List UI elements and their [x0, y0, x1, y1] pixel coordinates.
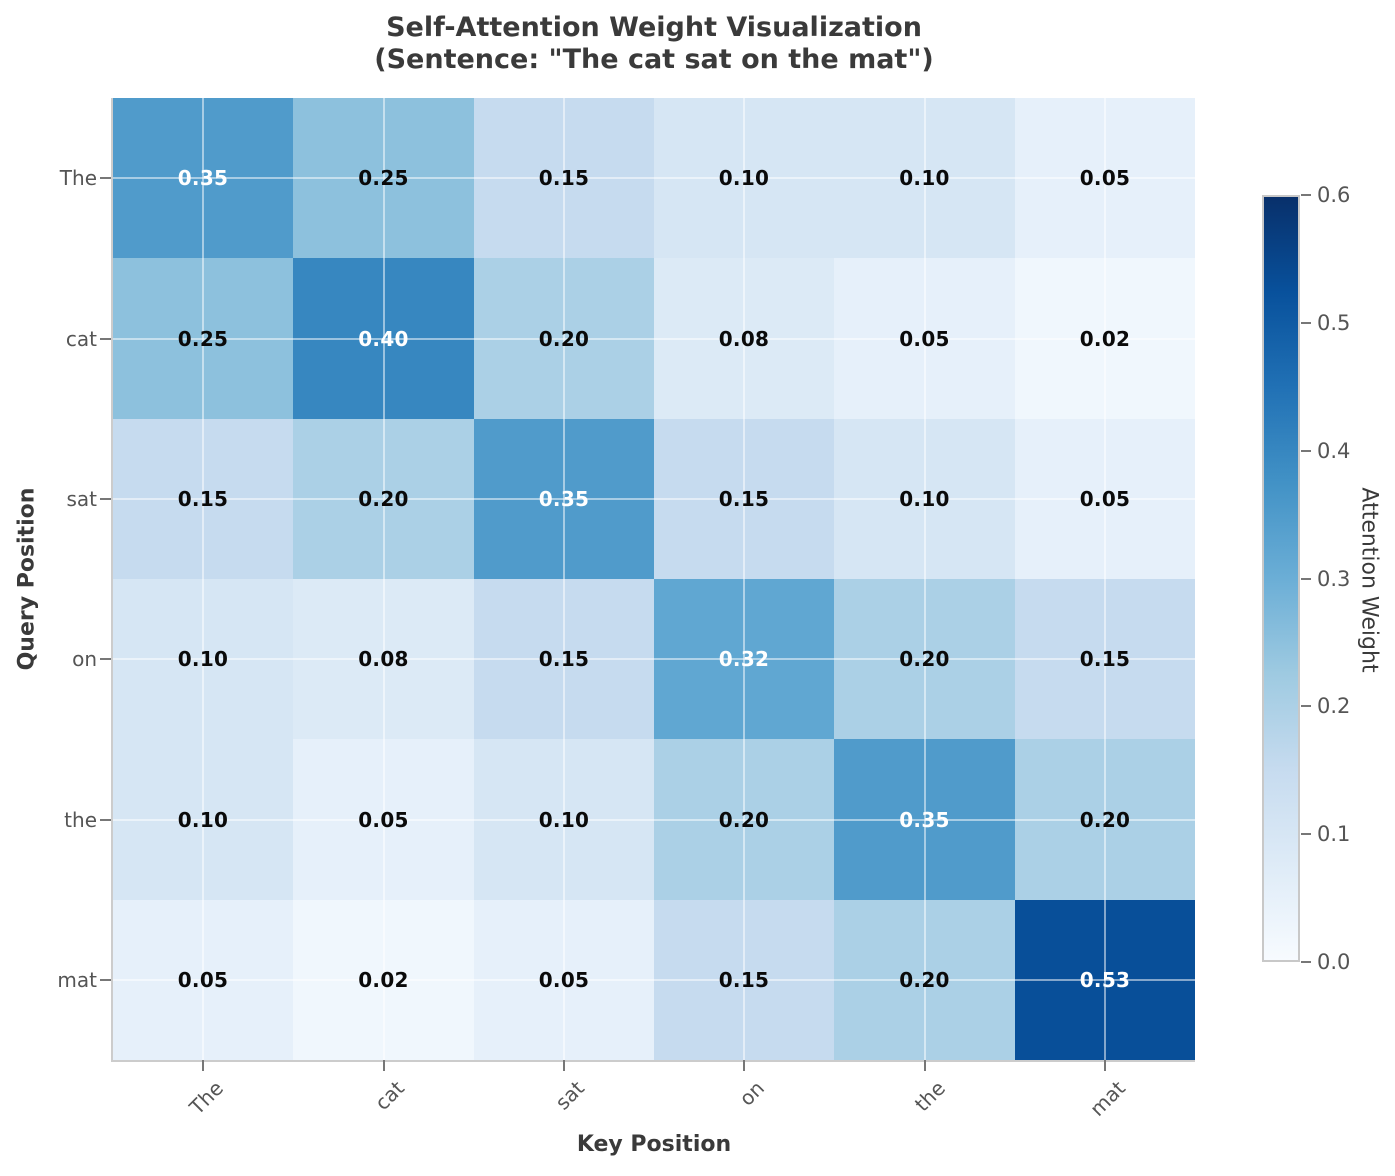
y-tick-label: sat	[66, 486, 97, 511]
cell-value: 0.05	[177, 968, 229, 992]
cell-value: 0.15	[538, 166, 590, 190]
cell-value: 0.10	[177, 647, 229, 671]
gridline-vertical	[562, 98, 565, 1060]
chart-title: Self-Attention Weight Visualization (Sen…	[113, 12, 1195, 76]
y-tick-label: on	[72, 647, 97, 672]
cell-value: 0.53	[1079, 968, 1131, 992]
gridline-horizontal	[113, 978, 1195, 981]
y-tick-label: mat	[57, 967, 97, 992]
x-tick-label: on	[734, 1076, 770, 1111]
colorbar-tick-label: 0.1	[1317, 822, 1351, 847]
cell-value: 0.02	[1079, 326, 1131, 351]
colorbar-tick-label: 0.0	[1317, 950, 1351, 974]
cell-value: 0.35	[538, 487, 590, 511]
cell-value: 0.02	[358, 968, 409, 992]
cell-value: 0.10	[538, 807, 590, 832]
colorbar-tick-label: 0.5	[1317, 310, 1351, 335]
cell-value: 0.08	[718, 326, 770, 351]
cell-value: 0.40	[358, 326, 409, 351]
cell-value: 0.35	[899, 807, 950, 832]
x-tick-mark	[202, 1060, 205, 1071]
cell-value: 0.32	[718, 647, 770, 671]
gridline-vertical	[923, 98, 926, 1060]
colorbar-label: Attention Weight	[1356, 487, 1382, 673]
x-tick-mark	[743, 1060, 746, 1071]
colorbar-tick-mark	[1301, 577, 1311, 580]
chart-title-line2: (Sentence: "The cat sat on the mat")	[374, 43, 934, 75]
cell-value: 0.05	[1079, 166, 1131, 190]
y-tick-mark	[100, 818, 111, 821]
colorbar	[1262, 195, 1300, 962]
x-axis-label: Key Position	[576, 1132, 732, 1157]
gridline-horizontal	[113, 818, 1195, 821]
colorbar-tick-mark	[1301, 833, 1311, 836]
cell-value: 0.20	[1079, 807, 1131, 832]
x-tick-mark	[562, 1060, 565, 1071]
cell-value: 0.15	[718, 968, 770, 992]
y-axis-label: Query Position	[14, 487, 40, 671]
cell-value: 0.05	[1079, 487, 1131, 511]
gridline-horizontal	[113, 177, 1195, 180]
gridline-horizontal	[113, 497, 1195, 500]
cell-value: 0.25	[177, 326, 229, 351]
colorbar-tick-label: 0.3	[1317, 566, 1351, 591]
cell-value: 0.10	[899, 166, 950, 190]
y-tick-mark	[100, 497, 111, 500]
cell-value: 0.20	[358, 487, 409, 511]
gridline-horizontal	[113, 337, 1195, 340]
cell-value: 0.20	[718, 807, 770, 832]
heatmap-plot: 0.35 0.25 0.15 0.10 0.10 0.05 0.25 0.40 0.20 0.08…	[111, 98, 1195, 1062]
cell-value: 0.05	[538, 968, 590, 992]
cell-value: 0.10	[718, 166, 770, 190]
gridline-vertical	[743, 98, 746, 1060]
colorbar-tick-mark	[1301, 705, 1311, 708]
gridline-vertical	[202, 98, 205, 1060]
x-tick-label: sat	[550, 1076, 589, 1115]
y-tick-label: cat	[65, 326, 97, 351]
chart-title-line1: Self-Attention Weight Visualization	[386, 12, 922, 43]
cell-value: 0.35	[177, 166, 229, 190]
cell-value: 0.05	[358, 807, 409, 832]
colorbar-tick-label: 0.6	[1317, 183, 1351, 207]
y-tick-mark	[100, 177, 111, 180]
cell-value: 0.15	[538, 647, 590, 671]
x-tick-mark	[923, 1060, 926, 1071]
y-tick-mark	[100, 978, 111, 981]
gridline-horizontal	[113, 658, 1195, 661]
cell-value: 0.08	[358, 647, 409, 671]
cell-value: 0.20	[899, 647, 950, 671]
colorbar-tick-label: 0.4	[1317, 438, 1351, 463]
cell-value: 0.20	[538, 326, 590, 351]
x-tick-label: The	[184, 1076, 229, 1120]
colorbar-tick-mark	[1301, 194, 1311, 196]
colorbar-tick-label: 0.2	[1317, 694, 1351, 719]
cell-value: 0.25	[358, 166, 409, 190]
cell-value: 0.05	[899, 326, 950, 351]
cell-value: 0.20	[899, 968, 950, 992]
gridline-vertical	[382, 98, 385, 1060]
cell-value: 0.15	[718, 487, 770, 511]
x-tick-label: mat	[1084, 1076, 1130, 1121]
y-tick-mark	[100, 337, 111, 340]
cell-value: 0.10	[899, 487, 950, 511]
colorbar-tick-mark	[1301, 321, 1311, 324]
x-tick-label: the	[909, 1076, 950, 1117]
colorbar-tick-mark	[1301, 449, 1311, 452]
x-tick-mark	[382, 1060, 385, 1071]
y-tick-label: The	[59, 166, 97, 191]
y-tick-mark	[100, 658, 111, 661]
x-tick-label: cat	[369, 1076, 409, 1115]
cell-value: 0.15	[177, 487, 229, 511]
y-tick-label: the	[64, 807, 97, 832]
cell-value: 0.15	[1079, 647, 1131, 671]
x-tick-mark	[1103, 1060, 1106, 1071]
colorbar-tick-mark	[1301, 961, 1311, 963]
cell-value: 0.10	[177, 807, 229, 832]
gridline-vertical	[1103, 98, 1106, 1060]
